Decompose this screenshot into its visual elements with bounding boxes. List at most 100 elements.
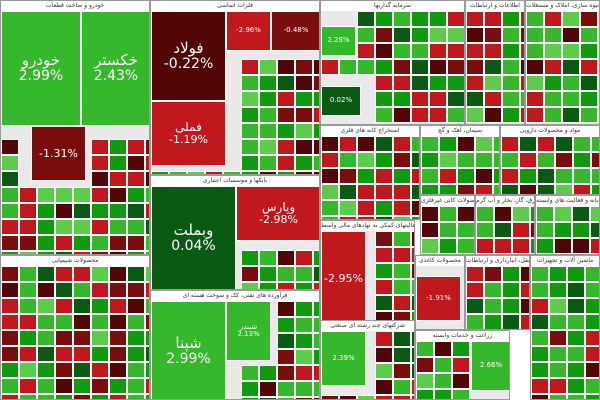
tile-filler [429, 75, 447, 91]
tile-filler [567, 298, 585, 314]
sector-12: شرکتهای چند رشته ای صنعتی 2.39% [320, 320, 415, 400]
tile-filler [91, 235, 109, 251]
tile-filler [421, 168, 439, 184]
tile-filler [321, 168, 339, 184]
tile-filler [313, 381, 319, 397]
tile-filler [439, 168, 457, 184]
tile-filler [55, 235, 73, 251]
tile-filler [19, 187, 37, 203]
tile-filler [536, 222, 554, 238]
tile-filler [447, 11, 464, 27]
tile-filler [127, 187, 145, 203]
tile-filler [416, 341, 434, 357]
tile-filler [295, 381, 313, 397]
tile-filler [411, 168, 419, 184]
tile-filler [37, 251, 55, 254]
tile-filler [393, 295, 411, 311]
tile-7-0: شپنا 2.99% [151, 301, 226, 399]
tile-filler [1, 314, 19, 330]
tile-1-3: -0.48% [271, 11, 319, 51]
tile-filler [241, 250, 259, 266]
tile-filler [466, 107, 484, 123]
tile-filler [375, 295, 393, 311]
tile-filler [109, 330, 127, 346]
tile-filler [429, 43, 447, 59]
tile-filler [73, 187, 91, 203]
tile-filler [520, 75, 524, 91]
tile-symbol: شپنا [175, 333, 202, 352]
tile-change: 2.99% [18, 68, 64, 85]
tile-filler [475, 168, 493, 184]
tile-1-2: -2.96% [226, 11, 271, 51]
tile-filler [585, 314, 599, 330]
sector-19: رایانه و فعالیت های وابسته [535, 195, 600, 255]
tile-filler [393, 107, 411, 123]
tile-filler [501, 152, 519, 168]
tile-filler [109, 203, 127, 219]
tile-filler [393, 184, 411, 200]
tile-filler [411, 331, 414, 347]
tile-filler [295, 317, 313, 333]
tile-change: -0.48% [283, 26, 309, 35]
tile-filler [434, 341, 452, 357]
tile-filler [357, 395, 375, 399]
tile-filler [416, 357, 434, 373]
tile-filler [277, 397, 295, 399]
tile-filler [375, 379, 393, 395]
tile-filler [37, 219, 55, 235]
tile-filler [452, 373, 470, 389]
tile-filler [531, 330, 549, 346]
tile-filler [585, 394, 599, 399]
tile-12-0: 2.39% [321, 331, 366, 386]
tile-filler [466, 314, 484, 329]
sector-title: رایانه و فعالیت های وابسته [536, 196, 599, 206]
tile-filler [476, 222, 494, 238]
tile-filler [73, 282, 91, 298]
sector-title: بانکها و موسسات اعتباری [151, 176, 319, 186]
tile-filler [393, 91, 411, 107]
tile-filler [37, 235, 55, 251]
tile-filler [393, 231, 411, 247]
tile-filler [447, 27, 464, 43]
tile-filler [429, 11, 447, 27]
sector-title: فرآورده های نفتی، کک و سوخت هسته ای [151, 291, 319, 301]
tile-filler [502, 27, 520, 43]
tile-filler [439, 184, 457, 194]
tile-filler [277, 381, 295, 397]
tile-filler [494, 222, 512, 238]
tile-change: -1.31% [39, 146, 78, 160]
sector-9: استخراج کانه های فلزی [320, 125, 420, 220]
tile-filler [1, 219, 19, 235]
tile-filler [393, 363, 411, 379]
tile-filler [109, 282, 127, 298]
tile-filler [37, 187, 55, 203]
sector-11: مواد و محصولات دارویی [500, 125, 600, 195]
tile-filler [475, 184, 493, 194]
tile-change: -1.91% [426, 293, 451, 302]
tile-filler [375, 152, 393, 168]
tile-change: 0.04% [171, 238, 216, 255]
tile-filler [512, 238, 530, 254]
tile-filler [520, 314, 529, 329]
tile-filler [466, 298, 484, 314]
tile-filler [277, 333, 295, 349]
sector-17: سایر محصولات کانی غیرفلزی [420, 195, 475, 255]
tile-2-0: وبملت 0.04% [151, 186, 236, 289]
tile-filler [591, 136, 599, 152]
tile-filler [91, 298, 109, 314]
tile-filler [457, 136, 475, 152]
tile-change: -2.96% [236, 26, 261, 35]
tile-filler [295, 266, 313, 282]
tile-filler [554, 206, 572, 222]
tile-filler [91, 187, 109, 203]
tile-filler [91, 219, 109, 235]
tile-filler [145, 394, 149, 399]
tile-symbol: وبملت [173, 221, 214, 240]
tile-filler [520, 282, 529, 298]
tile-filler [145, 219, 149, 235]
tile-filler [393, 11, 411, 27]
tile-filler [339, 395, 357, 399]
tile-filler [127, 155, 145, 171]
tile-filler [109, 346, 127, 362]
tile-3-0: 2.28% [321, 26, 356, 56]
